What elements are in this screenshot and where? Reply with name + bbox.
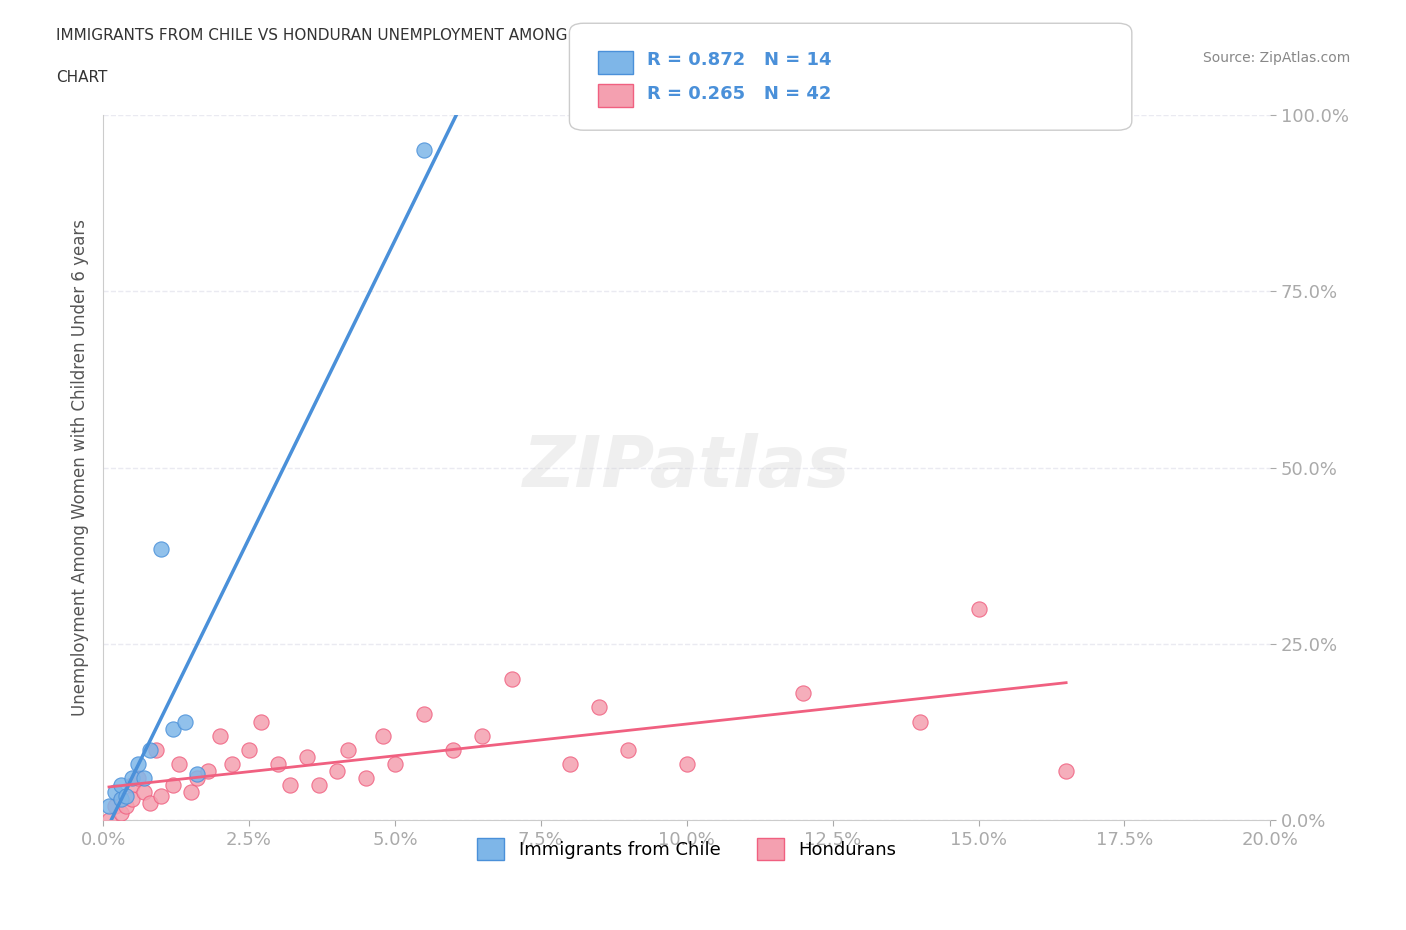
- Point: [413, 707, 436, 722]
- Point: [617, 742, 640, 757]
- Text: R = 0.872   N = 14: R = 0.872 N = 14: [647, 51, 831, 70]
- Text: Source: ZipAtlas.com: Source: ZipAtlas.com: [1202, 51, 1350, 65]
- Point: [354, 770, 377, 785]
- Text: CHART: CHART: [56, 70, 108, 85]
- Legend: Immigrants from Chile, Hondurans: Immigrants from Chile, Hondurans: [470, 831, 904, 868]
- Point: [145, 742, 167, 757]
- Point: [98, 813, 121, 828]
- Point: [501, 671, 523, 686]
- Point: [139, 795, 162, 810]
- Point: [249, 714, 271, 729]
- Point: [588, 700, 610, 715]
- Point: [413, 143, 436, 158]
- Point: [471, 728, 494, 743]
- Point: [325, 764, 347, 778]
- Point: [675, 756, 697, 771]
- Point: [180, 785, 202, 800]
- Point: [127, 756, 149, 771]
- Point: [197, 764, 219, 778]
- Y-axis label: Unemployment Among Women with Children Under 6 years: Unemployment Among Women with Children U…: [72, 219, 89, 716]
- Point: [139, 742, 162, 757]
- Point: [110, 777, 132, 792]
- Point: [162, 721, 184, 736]
- Point: [267, 756, 290, 771]
- Point: [221, 756, 243, 771]
- Point: [127, 770, 149, 785]
- Point: [792, 685, 814, 700]
- Point: [110, 805, 132, 820]
- Point: [441, 742, 464, 757]
- Point: [238, 742, 260, 757]
- Text: ZIPatlas: ZIPatlas: [523, 433, 851, 502]
- Point: [1054, 764, 1077, 778]
- Point: [173, 714, 195, 729]
- Point: [110, 791, 132, 806]
- Point: [132, 785, 155, 800]
- Point: [186, 767, 208, 782]
- Point: [558, 756, 581, 771]
- Point: [121, 770, 143, 785]
- Point: [132, 770, 155, 785]
- Point: [908, 714, 931, 729]
- Point: [162, 777, 184, 792]
- Point: [278, 777, 301, 792]
- Point: [121, 791, 143, 806]
- Point: [150, 541, 173, 556]
- Point: [167, 756, 190, 771]
- Point: [308, 777, 330, 792]
- Point: [297, 750, 319, 764]
- Point: [104, 785, 127, 800]
- Point: [98, 799, 121, 814]
- Point: [115, 788, 138, 803]
- Point: [186, 770, 208, 785]
- Point: [110, 791, 132, 806]
- Point: [104, 799, 127, 814]
- Point: [967, 601, 990, 616]
- Point: [121, 777, 143, 792]
- Point: [115, 799, 138, 814]
- Point: [373, 728, 395, 743]
- Point: [150, 788, 173, 803]
- Point: [337, 742, 360, 757]
- Text: IMMIGRANTS FROM CHILE VS HONDURAN UNEMPLOYMENT AMONG WOMEN WITH CHILDREN UNDER 6: IMMIGRANTS FROM CHILE VS HONDURAN UNEMPL…: [56, 28, 1005, 43]
- Point: [208, 728, 231, 743]
- Point: [384, 756, 406, 771]
- Text: R = 0.265   N = 42: R = 0.265 N = 42: [647, 85, 831, 103]
